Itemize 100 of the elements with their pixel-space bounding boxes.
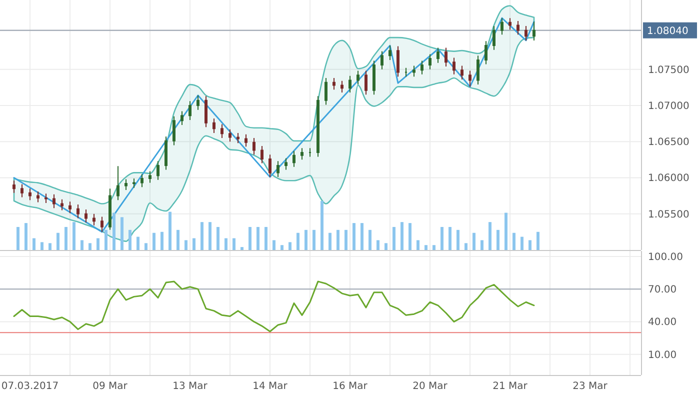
candlestick: [100, 216, 104, 232]
bar: [128, 230, 132, 250]
bar: [424, 245, 428, 250]
candlestick: [284, 158, 288, 170]
candlestick: [364, 70, 368, 96]
candlestick: [492, 26, 496, 50]
candlestick: [452, 57, 456, 75]
x-tick-label: 20 Mar: [412, 381, 448, 392]
y-tick-label: 1.06000: [648, 173, 690, 184]
candlestick: [420, 60, 424, 75]
candlestick: [172, 116, 176, 146]
candlestick: [180, 110, 184, 126]
bar: [144, 243, 148, 250]
candlestick: [156, 160, 160, 180]
bar: [64, 226, 68, 250]
candlestick: [228, 128, 232, 142]
bar: [72, 222, 76, 250]
bar: [328, 232, 332, 250]
candlestick: [324, 78, 328, 106]
bar: [104, 230, 108, 250]
bar: [200, 222, 204, 250]
bar: [512, 232, 516, 250]
bar: [392, 226, 396, 250]
candlestick: [356, 70, 360, 86]
candlestick: [68, 201, 72, 214]
bar: [40, 242, 44, 250]
candlestick: [260, 145, 264, 164]
candlestick: [36, 190, 40, 203]
y-tick-label: 1.06500: [648, 137, 690, 148]
bar: [248, 226, 252, 250]
candlestick: [92, 213, 96, 226]
candlestick: [404, 67, 408, 78]
bar: [192, 238, 196, 250]
candlestick: [252, 138, 256, 156]
bar: [312, 230, 316, 250]
bar: [336, 230, 340, 250]
candlestick: [124, 178, 128, 191]
bar: [432, 245, 436, 250]
bar: [184, 240, 188, 250]
bar: [208, 222, 212, 250]
y-tick-label: 40.00: [648, 317, 677, 328]
candlestick: [132, 178, 136, 188]
bar: [496, 230, 500, 250]
bar: [408, 223, 412, 250]
bar: [80, 240, 84, 250]
x-tick-label: 09 Mar: [92, 381, 128, 392]
candlestick: [212, 118, 216, 134]
bar: [24, 223, 28, 250]
candlestick: [428, 54, 432, 70]
bar: [224, 238, 228, 250]
candlestick: [476, 55, 480, 86]
bar: [368, 230, 372, 250]
candlestick: [116, 166, 120, 201]
candlestick: [300, 148, 304, 160]
y-tick-label: 100.00: [648, 252, 683, 263]
bar: [400, 222, 404, 250]
bar: [360, 223, 364, 250]
candlestick: [524, 26, 528, 41]
candlestick: [20, 184, 24, 198]
bar: [504, 212, 508, 250]
candlestick: [500, 18, 504, 36]
bar: [440, 226, 444, 250]
candlestick: [188, 100, 192, 120]
bar: [256, 226, 260, 250]
bar: [416, 240, 420, 250]
y-tick-label: 1.05500: [648, 209, 690, 220]
candlestick: [332, 78, 336, 90]
candlestick: [220, 124, 224, 139]
ref-line-label: 1.08040: [647, 26, 688, 37]
bar: [464, 243, 468, 250]
bar: [288, 242, 292, 250]
y-tick-label: 1.07000: [648, 100, 690, 112]
bar: [240, 247, 244, 250]
candlestick: [412, 65, 416, 78]
bar: [272, 240, 276, 250]
candlestick: [388, 45, 392, 60]
candlestick: [468, 70, 472, 88]
bar: [56, 232, 60, 250]
candlestick: [308, 148, 312, 158]
bar: [488, 222, 492, 250]
bar: [296, 232, 300, 250]
bar: [280, 245, 284, 250]
bar: [472, 232, 476, 250]
candlestick: [276, 160, 280, 178]
bar: [136, 236, 140, 250]
candlestick: [348, 75, 352, 93]
candlestick: [436, 47, 440, 64]
candlestick: [396, 46, 400, 78]
candlestick: [532, 21, 536, 41]
bar: [216, 226, 220, 250]
bar: [264, 226, 268, 250]
x-tick-label: 21 Mar: [492, 381, 528, 392]
candlestick: [140, 174, 144, 188]
bar: [168, 212, 172, 250]
bar: [448, 226, 452, 250]
x-tick-label: 13 Mar: [172, 381, 208, 392]
x-tick-label: 07.03.2017: [1, 381, 59, 392]
bar: [376, 240, 380, 250]
bar: [48, 243, 52, 250]
candlestick: [52, 194, 56, 209]
